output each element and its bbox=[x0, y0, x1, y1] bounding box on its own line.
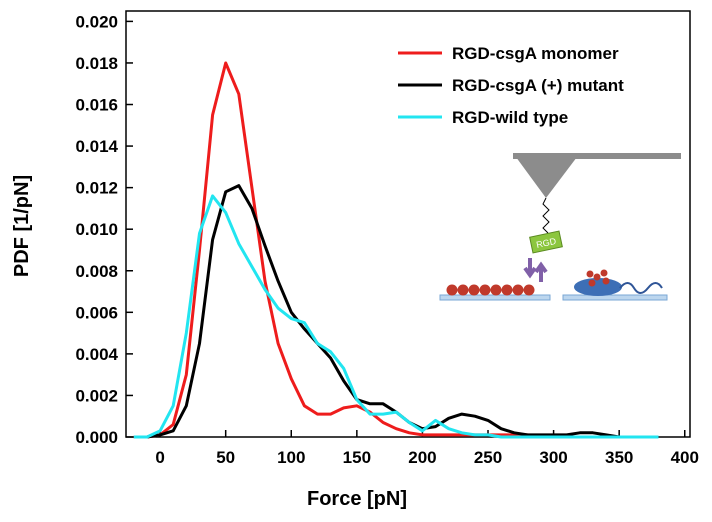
y-tick-label: 0.010 bbox=[75, 220, 118, 239]
y-tick-label: 0.018 bbox=[75, 54, 118, 73]
y-tick-label: 0.004 bbox=[75, 345, 118, 364]
x-tick-label: 200 bbox=[408, 448, 436, 467]
linker bbox=[542, 197, 550, 234]
x-tick-label: 100 bbox=[277, 448, 305, 467]
x-tick-label: 400 bbox=[671, 448, 699, 467]
y-tick-label: 0.016 bbox=[75, 96, 118, 115]
legend-label: RGD-csgA monomer bbox=[452, 44, 619, 63]
x-tick-label: 0 bbox=[155, 448, 164, 467]
y-axis-label: PDF [1/pN] bbox=[11, 175, 33, 277]
x-tick-label: 350 bbox=[605, 448, 633, 467]
x-tick-label: 300 bbox=[539, 448, 567, 467]
inset-label: RGD bbox=[535, 236, 557, 250]
y-tick-label: 0.002 bbox=[75, 386, 118, 405]
legend-label: RGD-wild type bbox=[452, 108, 568, 127]
y-tick-label: 0.006 bbox=[75, 303, 118, 322]
series-line bbox=[133, 194, 659, 439]
plot-frame bbox=[125, 10, 691, 438]
inset-diagram: RGD bbox=[439, 153, 681, 301]
x-tick-label: 150 bbox=[343, 448, 371, 467]
cantilever bbox=[513, 153, 681, 159]
legend-label: RGD-csgA (+) mutant bbox=[452, 76, 624, 95]
x-tick-label: 50 bbox=[216, 448, 235, 467]
y-tick-label: 0.008 bbox=[75, 262, 118, 281]
x-tick-label: 250 bbox=[474, 448, 502, 467]
y-tick-label: 0.012 bbox=[75, 179, 118, 198]
tip bbox=[513, 153, 580, 198]
y-tick-label: 0.020 bbox=[75, 12, 118, 31]
y-tick-label: 0.014 bbox=[75, 137, 118, 156]
series-line bbox=[133, 184, 659, 439]
y-tick-label: 0.000 bbox=[75, 428, 118, 447]
rgd-tag: RGD bbox=[529, 230, 563, 254]
x-axis-label: Force [pN] bbox=[307, 488, 407, 510]
